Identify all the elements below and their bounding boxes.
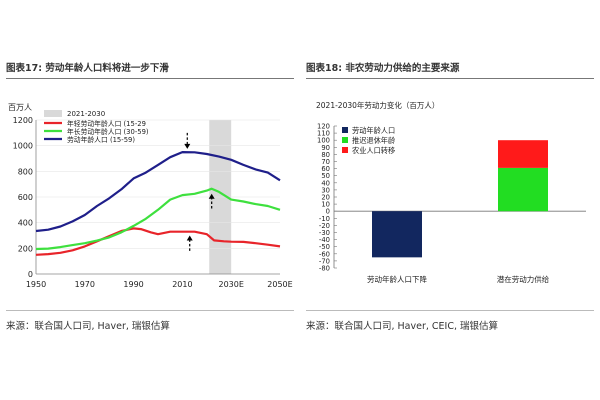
y-tick-label: 60: [321, 165, 330, 173]
y-tick-label: 1200: [13, 116, 33, 125]
legend-label-youth: 年轻劳动年龄人口 (15-29: [67, 119, 146, 128]
y-tick-label: 600: [18, 193, 33, 202]
right-title-rule: [306, 78, 594, 79]
legend-label-shaded: 2021-2030: [67, 110, 105, 118]
category-label: 劳动年龄人口下降: [367, 274, 427, 284]
right-chart-title: 图表18: 非农劳动力供给的主要来源: [306, 63, 460, 74]
y-tick-label: 30: [321, 186, 330, 194]
y-tick-label: -50: [319, 243, 330, 251]
y-tick-label: 1000: [13, 142, 33, 151]
right-source-rule: [306, 310, 594, 311]
y-tick-label: -80: [319, 265, 330, 273]
left-source-rule: [6, 310, 294, 311]
bar-segment: [372, 211, 422, 258]
x-tick-label: 1950: [26, 280, 46, 289]
legend-swatch: [342, 137, 348, 143]
working-age-population-line-chart: 百万人 0 200 400 600 800 1000 1200 1950 1970 1990 2010…: [8, 103, 293, 289]
series-line-older: [35, 187, 281, 251]
bar-segment: [498, 140, 548, 168]
y-tick-label: -20: [319, 222, 330, 230]
y-tick-label: 80: [321, 151, 330, 159]
legend-swatch: [342, 127, 348, 133]
category-label: 潜在劳动力供给: [497, 274, 550, 284]
y-tick-label: 90: [321, 144, 330, 152]
y-tick-label: 0: [28, 270, 33, 279]
legend-swatch: [342, 147, 348, 153]
y-tick-label: 50: [321, 172, 330, 180]
y-axis-unit-label: 百万人: [8, 103, 32, 112]
y-tick-label: -10: [319, 215, 330, 223]
bar-chart-title: 2021-2030年劳动力变化（百万人）: [316, 100, 439, 110]
y-tick-label: -40: [319, 236, 330, 244]
x-tick-label: 1970: [75, 280, 95, 289]
x-tick-label: 1990: [123, 280, 143, 289]
legend-label-total: 劳动年龄人口 (15-59): [67, 135, 135, 144]
y-tick-label: 200: [18, 244, 33, 253]
left-chart-title: 图表17: 劳动年龄人口料将进一步下滑: [6, 63, 169, 74]
peak-arrow-older-head: [208, 193, 215, 199]
peak-arrow-youth-head: [186, 235, 193, 241]
y-tick-label: 110: [317, 130, 330, 138]
left-title-rule: [6, 78, 294, 79]
legend-label: 劳动年龄人口: [352, 126, 395, 135]
x-tick-label: 2030E: [218, 280, 243, 289]
y-tick-label: -30: [319, 229, 330, 237]
y-tick-label: 20: [321, 194, 330, 202]
legend-label: 推迟退休年龄: [352, 136, 395, 145]
series-line-youth: [35, 227, 281, 256]
y-tick-label: 10: [321, 201, 330, 209]
right-source-note: 来源：联合国人口司, Haver, CEIC, 瑞银估算: [306, 321, 499, 332]
y-tick-label: 70: [321, 158, 330, 166]
y-tick-label: 40: [321, 179, 330, 187]
legend-label: 农业人口转移: [352, 146, 395, 155]
y-tick-label: 800: [18, 167, 33, 176]
x-tick-label: 2010: [172, 280, 192, 289]
labor-supply-bar-chart: 2021-2030年劳动力变化（百万人） -80-70-60-50-40-30-2…: [316, 100, 586, 284]
x-tick-label: 2050E: [267, 280, 292, 289]
y-tick-label: 400: [18, 219, 33, 228]
y-tick-label: 120: [317, 123, 330, 131]
legend-label-older: 年长劳动年龄人口 (30-59): [67, 127, 149, 136]
peak-arrow-total-head: [184, 143, 191, 149]
legend-swatch-shaded: [44, 110, 62, 117]
bar-segment: [498, 167, 548, 212]
y-tick-label: -60: [319, 250, 330, 258]
left-source-note: 来源：联合国人口司, Haver, 瑞银估算: [6, 321, 170, 332]
series-line-total: [35, 151, 281, 233]
y-tick-label: 0: [326, 208, 330, 216]
y-tick-label: 100: [317, 137, 330, 145]
y-tick-label: -70: [319, 257, 330, 265]
